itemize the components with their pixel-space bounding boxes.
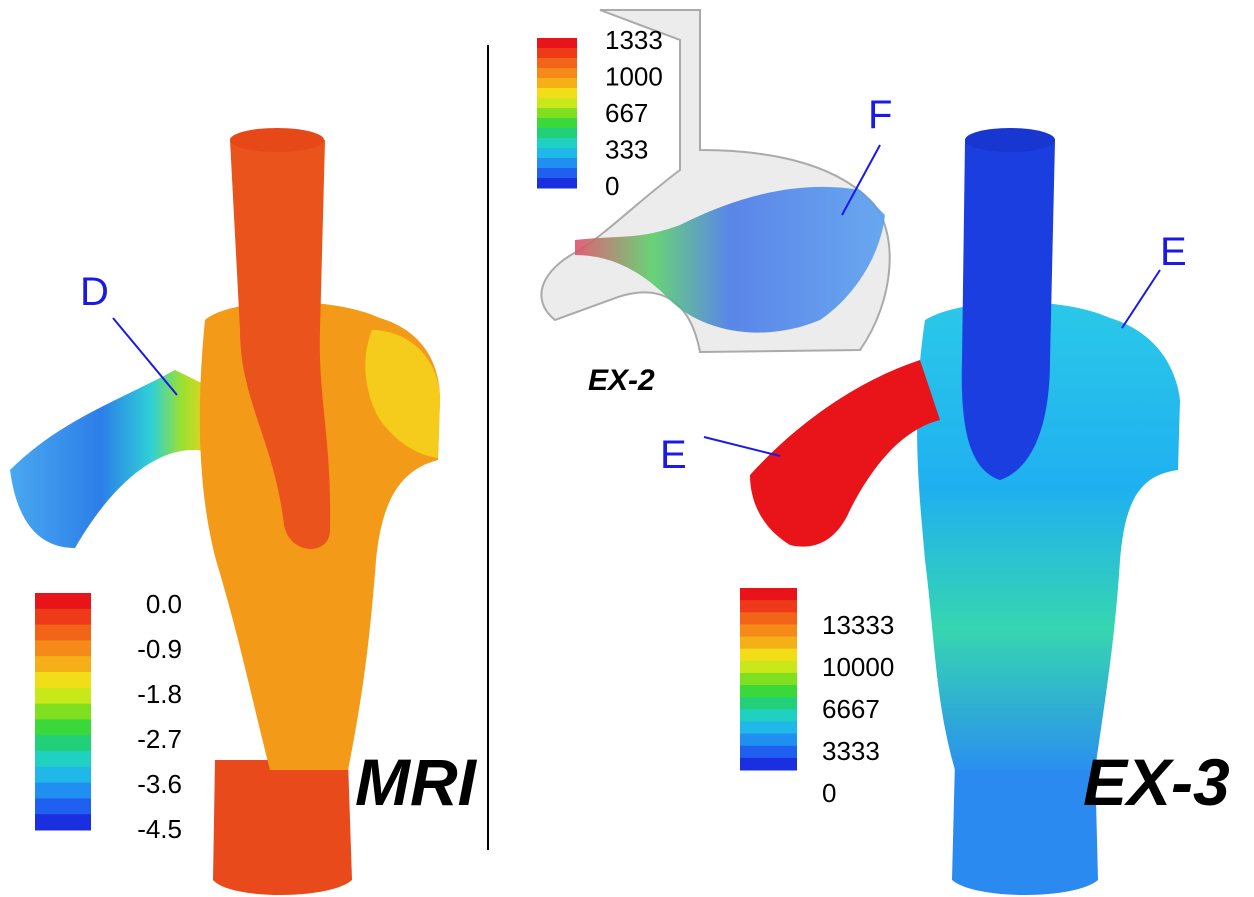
colorbar-stripe [35, 640, 91, 656]
colorbar-stripe [740, 721, 797, 734]
panel-label: MRI [355, 745, 478, 819]
colorbar-stripe [740, 637, 797, 650]
colorbar-stripe [537, 38, 577, 49]
colorbar: 13333 10000 6667 3333 0 [740, 588, 894, 808]
colorbar-stripe [537, 58, 577, 69]
legend-label: -2.7 [137, 724, 182, 754]
legend-label: 3333 [822, 736, 880, 766]
colorbar: 1333 1000 667 333 0 [537, 25, 663, 201]
colorbar-stripe [537, 168, 577, 179]
colorbar-stripe [537, 138, 577, 149]
panel-label: EX-3 [1083, 745, 1230, 819]
legend-label: 667 [605, 98, 648, 128]
colorbar-stripe [537, 178, 577, 189]
colorbar-stripe [35, 751, 91, 767]
colorbar-stripe [35, 798, 91, 814]
colorbar-stripe [35, 672, 91, 688]
colorbar-stripe [35, 625, 91, 641]
legend-label: 333 [605, 134, 648, 164]
ex2-model [541, 10, 889, 352]
colorbar-stripe [537, 118, 577, 129]
colorbar-stripe [35, 767, 91, 783]
colorbar-stripe [740, 697, 797, 710]
annotation: E [660, 433, 687, 477]
colorbar-stripe [740, 758, 797, 771]
annotation: F [868, 93, 892, 137]
legend-label: 1000 [605, 61, 663, 91]
colorbar-stripe [537, 158, 577, 169]
colorbar-stripe [537, 68, 577, 79]
legend-label: 0 [822, 778, 836, 808]
colorbar-stripe [35, 735, 91, 751]
colorbar-stripe [35, 688, 91, 704]
colorbar-stripe [537, 48, 577, 59]
legend-label: -0.9 [137, 634, 182, 664]
colorbar-stripe [35, 704, 91, 720]
colorbar-stripe [740, 661, 797, 674]
legend-label: 1333 [605, 25, 663, 55]
colorbar-stripe [537, 108, 577, 119]
colorbar-stripe [740, 600, 797, 613]
colorbar-stripe [537, 148, 577, 159]
legend-label: 0 [605, 171, 619, 201]
colorbar-stripe [537, 78, 577, 89]
colorbar-stripe [537, 128, 577, 139]
figure: 0.0-0.9-1.8-2.7-3.6-4.513331000667333013… [0, 0, 1254, 897]
colorbar-stripe [537, 98, 577, 109]
legend-label: 0.0 [146, 589, 182, 619]
colorbar-stripe [740, 673, 797, 686]
colorbar-stripe [740, 612, 797, 625]
colorbar-stripe [740, 649, 797, 662]
colorbar-stripe [35, 656, 91, 672]
legend-label: 10000 [822, 652, 894, 682]
colorbar-stripe [35, 719, 91, 735]
colorbar-stripe [35, 783, 91, 799]
legend-label: 13333 [822, 610, 894, 640]
legend-label: -1.8 [137, 679, 182, 709]
annotation: E [1160, 230, 1187, 274]
colorbar-stripe [740, 588, 797, 601]
colorbar: 0.0 -0.9 -1.8 -2.7 -3.6 -4.5 [35, 589, 182, 844]
legend-label: -4.5 [137, 814, 182, 844]
colorbar-stripe [740, 746, 797, 759]
legend-label: -3.6 [137, 769, 182, 799]
legend-label: 6667 [822, 694, 880, 724]
colorbar-stripe [537, 88, 577, 99]
colorbar-stripe [740, 624, 797, 637]
colorbar-stripe [740, 709, 797, 722]
colorbar-stripe [35, 609, 91, 625]
panel-label: EX-2 [588, 364, 655, 397]
colorbar-stripe [35, 593, 91, 609]
colorbar-stripe [740, 685, 797, 698]
colorbar-stripe [35, 814, 91, 830]
annotation: D [80, 270, 109, 314]
colorbar-stripe [740, 734, 797, 747]
